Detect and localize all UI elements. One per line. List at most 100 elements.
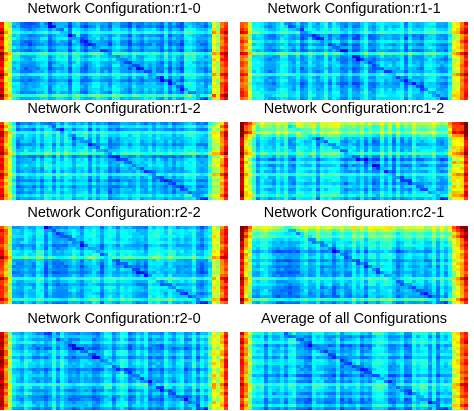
heatmap-cell <box>376 125 381 129</box>
heatmap-cell <box>132 197 137 200</box>
heatmap-cell <box>40 61 45 65</box>
heatmap-cell <box>172 22 177 26</box>
heatmap-cell <box>440 137 445 141</box>
heatmap-cell <box>244 28 249 32</box>
heatmap-cell <box>176 46 181 50</box>
heatmap-cell <box>204 82 209 86</box>
heatmap-cell <box>156 197 161 200</box>
heatmap-cell <box>64 58 69 62</box>
heatmap-cell <box>52 70 57 74</box>
heatmap-cell <box>172 43 177 47</box>
heatmap-cell <box>36 191 41 195</box>
heatmap-cell <box>136 88 141 92</box>
heatmap-cell <box>136 137 141 141</box>
heatmap-cell <box>452 143 457 147</box>
heatmap-cell <box>320 43 325 47</box>
heatmap-cell <box>320 34 325 38</box>
heatmap-cell <box>352 88 357 92</box>
heatmap-cell <box>284 61 289 65</box>
heatmap-cell <box>148 164 153 168</box>
heatmap-cell <box>16 182 21 186</box>
heatmap-cell <box>288 134 293 138</box>
heatmap-cell <box>464 55 468 59</box>
heatmap-cell <box>268 73 273 77</box>
heatmap-cell <box>28 122 33 126</box>
heatmap-cell <box>172 179 177 183</box>
heatmap-cell <box>36 73 41 77</box>
heatmap-cell <box>96 34 101 38</box>
heatmap-cell <box>72 82 77 86</box>
heatmap-cell <box>184 125 189 129</box>
heatmap-cell <box>160 58 165 62</box>
heatmap-cell <box>112 170 117 174</box>
heatmap-cell <box>156 158 161 162</box>
heatmap-cell <box>56 22 61 26</box>
heatmap-cell <box>160 185 165 189</box>
heatmap-cell <box>432 128 437 132</box>
heatmap-cell <box>20 22 25 26</box>
heatmap-cell <box>416 82 421 86</box>
heatmap-cell <box>20 152 25 156</box>
heatmap-cell <box>116 149 121 153</box>
heatmap-cell <box>128 34 133 38</box>
heatmap-cell <box>124 152 129 156</box>
heatmap-cell <box>320 79 325 83</box>
heatmap-cell <box>392 128 397 132</box>
heatmap-cell <box>148 152 153 156</box>
heatmap-cell <box>52 152 57 156</box>
heatmap-cell <box>104 94 109 98</box>
heatmap-cell <box>280 52 285 56</box>
heatmap-cell <box>184 55 189 59</box>
heatmap-cell <box>444 55 449 59</box>
heatmap-cell <box>440 67 445 71</box>
heatmap-cell <box>420 131 425 135</box>
heatmap-cell <box>336 128 341 132</box>
heatmap-cell <box>380 128 385 132</box>
heatmap-cell <box>44 58 49 62</box>
heatmap-cell <box>48 176 53 180</box>
heatmap-cell <box>160 137 165 141</box>
heatmap-cell <box>188 194 193 198</box>
heatmap-cell <box>240 134 245 138</box>
heatmap-cell <box>300 76 305 80</box>
heatmap-cell <box>436 88 441 92</box>
heatmap-cell <box>48 31 53 35</box>
heatmap-cell <box>112 179 117 183</box>
heatmap-cell <box>376 52 381 56</box>
heatmap-cell <box>192 43 197 47</box>
heatmap-cell <box>216 91 221 95</box>
heatmap-cell <box>328 149 333 153</box>
heatmap-cell <box>164 137 169 141</box>
heatmap-cell <box>48 182 53 186</box>
heatmap-cell <box>92 161 97 165</box>
heatmap-cell <box>360 91 365 95</box>
panel-title: Network Configuration:r1-1 <box>267 1 441 17</box>
heatmap-cell <box>440 46 445 50</box>
heatmap-cell <box>412 22 417 26</box>
heatmap-cell <box>312 143 317 147</box>
heatmap-cell <box>320 58 325 62</box>
heatmap-cell <box>244 22 249 26</box>
heatmap-cell <box>180 61 185 65</box>
heatmap-cell <box>8 22 13 26</box>
heatmap-cell <box>8 131 13 135</box>
heatmap-cell <box>320 131 325 135</box>
heatmap-cell <box>52 67 57 71</box>
heatmap-cell <box>356 143 361 147</box>
heatmap-cell <box>428 61 433 65</box>
heatmap-cell <box>16 191 21 195</box>
heatmap-cell <box>180 88 185 92</box>
heatmap-cell <box>452 25 457 29</box>
heatmap-cell <box>276 52 281 56</box>
heatmap-cell <box>268 61 273 65</box>
heatmap-cell <box>108 73 113 77</box>
heatmap-cell <box>4 164 9 168</box>
heatmap-cell <box>156 67 161 71</box>
heatmap-cell <box>24 70 29 74</box>
heatmap-cell <box>336 88 341 92</box>
heatmap-cell <box>188 146 193 150</box>
heatmap-cell <box>296 43 301 47</box>
heatmap-cell <box>332 28 337 32</box>
heatmap-cell <box>220 194 225 198</box>
heatmap-cell <box>36 70 41 74</box>
